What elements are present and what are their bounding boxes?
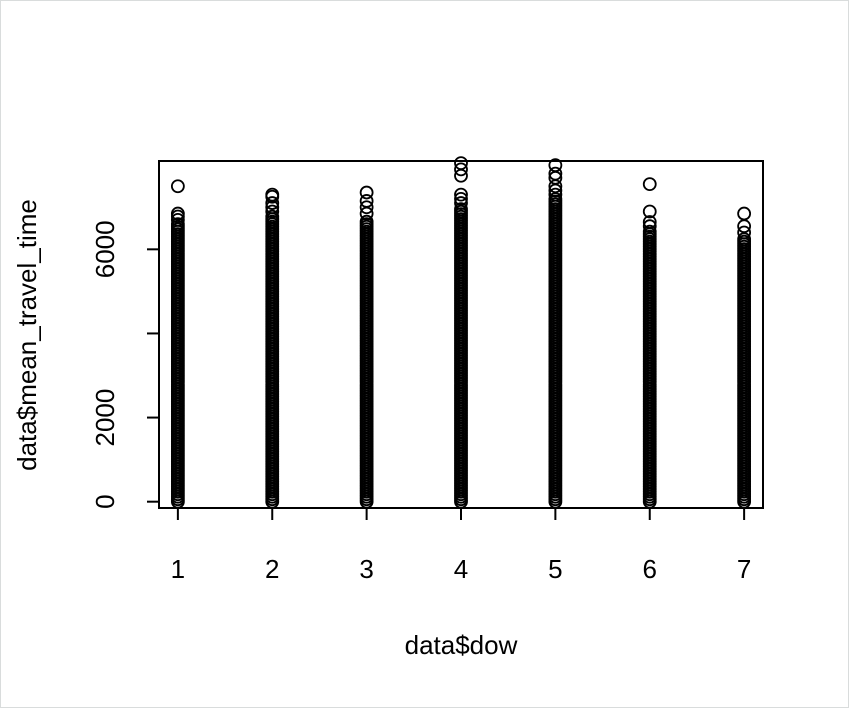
x-tick-label: 6: [643, 554, 657, 584]
dow-3-points: [359, 185, 374, 509]
outlier-point: [548, 166, 563, 181]
outlier-point: [548, 187, 563, 202]
data-point: [170, 217, 185, 232]
outlier-point: [454, 191, 468, 206]
outlier-point: [642, 204, 657, 219]
y-tick-label: 2000: [90, 389, 120, 447]
outlier-point: [548, 158, 563, 173]
outlier-point: [265, 204, 280, 219]
dow-4-points: [454, 156, 468, 509]
data-point: [454, 202, 468, 217]
outlier-point: [642, 215, 657, 229]
outlier-point: [642, 177, 657, 192]
data-point: [642, 224, 657, 239]
dow-5-points: [548, 158, 563, 509]
y-axis-label: data$mean_travel_time: [12, 199, 42, 471]
outlier-point: [359, 200, 374, 215]
outlier-point: [170, 206, 185, 221]
outlier-point: [454, 156, 468, 171]
outlier-point: [359, 185, 374, 200]
outlier-point: [265, 196, 280, 210]
outlier-point: [170, 179, 185, 194]
outlier-point: [642, 219, 657, 234]
y-axis: 0 2000 6000: [90, 220, 159, 509]
dow-2-points: [265, 187, 280, 509]
data-point: [359, 214, 374, 229]
outlier-point: [454, 187, 468, 202]
dow-1-points: [170, 179, 185, 509]
outlier-point: [454, 196, 468, 210]
outlier-point: [737, 206, 752, 221]
data-point: [548, 192, 563, 207]
outlier-point: [454, 162, 468, 177]
outlier-point: [359, 194, 374, 208]
x-tick-label: 1: [171, 554, 185, 584]
dow-7-points: [737, 206, 752, 509]
outlier-point: [737, 225, 752, 240]
outlier-point: [265, 187, 280, 202]
points-layer: [170, 156, 752, 509]
data-point: [737, 232, 752, 247]
y-tick-label: 0: [90, 494, 120, 508]
x-tick-label: 3: [359, 554, 373, 584]
x-tick-label: 5: [548, 554, 562, 584]
data-point: [265, 209, 280, 224]
dow-6-points: [642, 177, 657, 509]
y-tick-label: 6000: [90, 220, 120, 278]
x-axis-label: data$dow: [405, 630, 518, 660]
x-tick-label: 2: [265, 554, 279, 584]
x-tick-label: 4: [454, 554, 468, 584]
x-axis: 1 2 3 4 5 6 7: [171, 508, 751, 584]
x-tick-label: 7: [737, 554, 751, 584]
